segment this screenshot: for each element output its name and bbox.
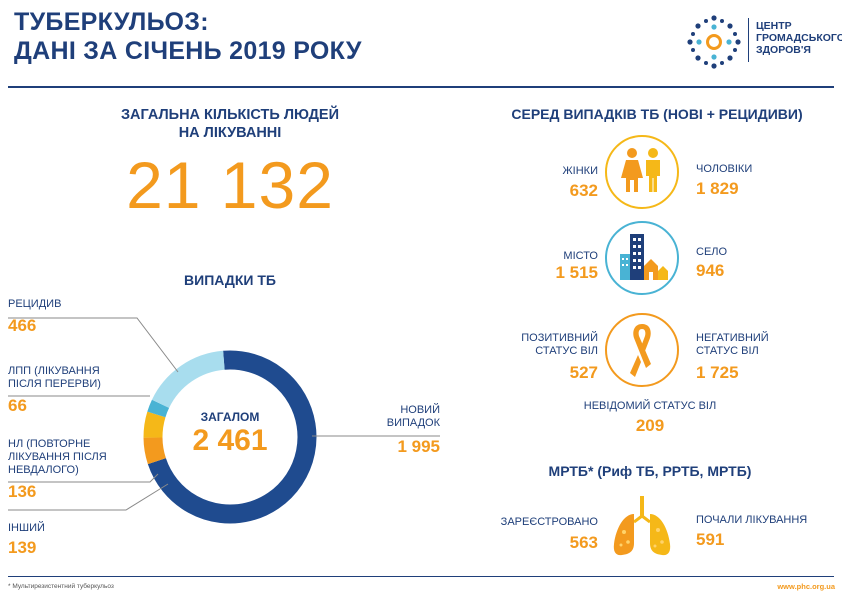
ltf-value: 66 xyxy=(8,396,27,415)
other-value: 139 xyxy=(8,538,37,557)
mdr-registered-label: ЗАРЕЄСТРОВАНО xyxy=(500,516,598,528)
hiv-ribbon-icon xyxy=(605,313,679,387)
hiv-positive-label-line-2: СТАТУС ВІЛ xyxy=(535,345,598,357)
women-value: 632 xyxy=(569,181,598,200)
cases-title: ВИПАДКИ ТБ xyxy=(184,272,276,288)
men-value: 1 829 xyxy=(696,179,739,198)
treatment-label-line-2: НА ЛІКУВАННІ xyxy=(178,125,282,141)
logo-line-3: ЗДОРОВ'Я xyxy=(756,44,811,56)
donut-segment-relapse xyxy=(151,350,225,409)
fail-value: 136 xyxy=(8,482,37,501)
footer-divider xyxy=(8,576,834,577)
gender-icon xyxy=(605,135,679,209)
footer-note: * Мультирезистентний туберкульоз xyxy=(8,583,114,590)
hiv-negative-label-line-2: СТАТУС ВІЛ xyxy=(696,345,759,357)
mdr-started-label: ПОЧАЛИ ЛІКУВАННЯ xyxy=(696,514,808,526)
relapse-value: 466 xyxy=(8,316,37,335)
ltf-label: ЛПП (ЛІКУВАННЯ ПІСЛЯ ПЕРЕРВИ) xyxy=(8,365,101,391)
among-title: СЕРЕД ВИПАДКІВ ТБ (НОВІ + РЕЦИДИВИ) xyxy=(511,106,803,122)
other-label: ІНШИЙ xyxy=(8,522,45,534)
hiv-unknown-label: НЕВІДОМИЙ СТАТУС ВІЛ xyxy=(583,400,717,412)
new-label-line-2: ВИПАДОК xyxy=(386,417,440,429)
header-divider xyxy=(8,86,834,88)
fail-label: НЛ (ПОВТОРНЕ ЛІКУВАННЯ ПІСЛЯ НЕВДАЛОГО) xyxy=(8,438,107,477)
logo-text: ЦЕНТР ГРОМАДСЬКОГО ЗДОРОВ'Я xyxy=(756,20,842,56)
hiv-negative-label: НЕГАТИВНИЙ СТАТУС ВІЛ xyxy=(696,332,769,358)
fail-label-line-2: ЛІКУВАННЯ ПІСЛЯ xyxy=(8,451,107,463)
hiv-negative-label-line-1: НЕГАТИВНИЙ xyxy=(696,332,769,344)
lungs-icon xyxy=(613,496,671,556)
mdr-registered-value: 563 xyxy=(569,533,598,552)
village-label: СЕЛО xyxy=(696,246,728,258)
logo-divider xyxy=(748,18,749,62)
hiv-unknown-value: 209 xyxy=(635,416,665,435)
men-label: ЧОЛОВІКИ xyxy=(696,163,753,175)
logo-icon xyxy=(687,15,741,69)
women-label: ЖІНКИ xyxy=(562,165,598,177)
mdr-started-value: 591 xyxy=(696,530,725,549)
donut-segment-other xyxy=(143,437,167,465)
logo-line-1: ЦЕНТР xyxy=(756,20,792,32)
donut-center-label: ЗАГАЛОМ xyxy=(200,410,260,424)
footer-url[interactable]: www.phc.org.ua xyxy=(777,582,835,591)
hiv-positive-label: ПОЗИТИВНИЙ СТАТУС ВІЛ xyxy=(500,332,598,358)
new-value: 1 995 xyxy=(397,437,440,456)
city-label: МІСТО xyxy=(563,250,598,262)
relapse-label: РЕЦИДИВ xyxy=(8,298,62,310)
new-label-line-1: НОВИЙ xyxy=(400,404,440,416)
hiv-positive-value: 527 xyxy=(569,363,598,382)
donut-segment-ltf xyxy=(147,399,170,418)
ltf-label-line-1: ЛПП (ЛІКУВАННЯ xyxy=(8,365,100,377)
fail-label-line-3: НЕВДАЛОГО) xyxy=(8,464,79,476)
mdr-title: МРТБ* (Риф ТБ, РРТБ, МРТБ) xyxy=(548,463,752,479)
donut-center-value: 2 461 xyxy=(192,424,268,457)
village-value: 946 xyxy=(696,261,725,280)
ltf-label-line-2: ПІСЛЯ ПЕРЕРВИ) xyxy=(8,378,101,390)
title-line-1: ТУБЕРКУЛЬОЗ: xyxy=(14,8,209,36)
new-label: НОВИЙ ВИПАДОК xyxy=(360,404,440,430)
treatment-label-line-1: ЗАГАЛЬНА КІЛЬКІСТЬ ЛЮДЕЙ xyxy=(120,107,340,123)
treatment-label: ЗАГАЛЬНА КІЛЬКІСТЬ ЛЮДЕЙ НА ЛІКУВАННІ xyxy=(80,106,380,142)
treatment-value: 21 132 xyxy=(126,148,334,222)
city-value: 1 515 xyxy=(555,263,598,282)
title-line-2: ДАНІ ЗА СІЧЕНЬ 2019 РОКУ xyxy=(14,37,362,65)
donut-segment-fail xyxy=(143,411,166,438)
fail-label-line-1: НЛ (ПОВТОРНЕ xyxy=(8,438,91,450)
logo-line-2: ГРОМАДСЬКОГО xyxy=(756,32,842,44)
city-icon xyxy=(605,221,679,295)
page-title: ТУБЕРКУЛЬОЗ: ДАНІ ЗА СІЧЕНЬ 2019 РОКУ xyxy=(14,8,362,66)
hiv-positive-label-line-1: ПОЗИТИВНИЙ xyxy=(521,332,598,344)
hiv-negative-value: 1 725 xyxy=(696,363,739,382)
